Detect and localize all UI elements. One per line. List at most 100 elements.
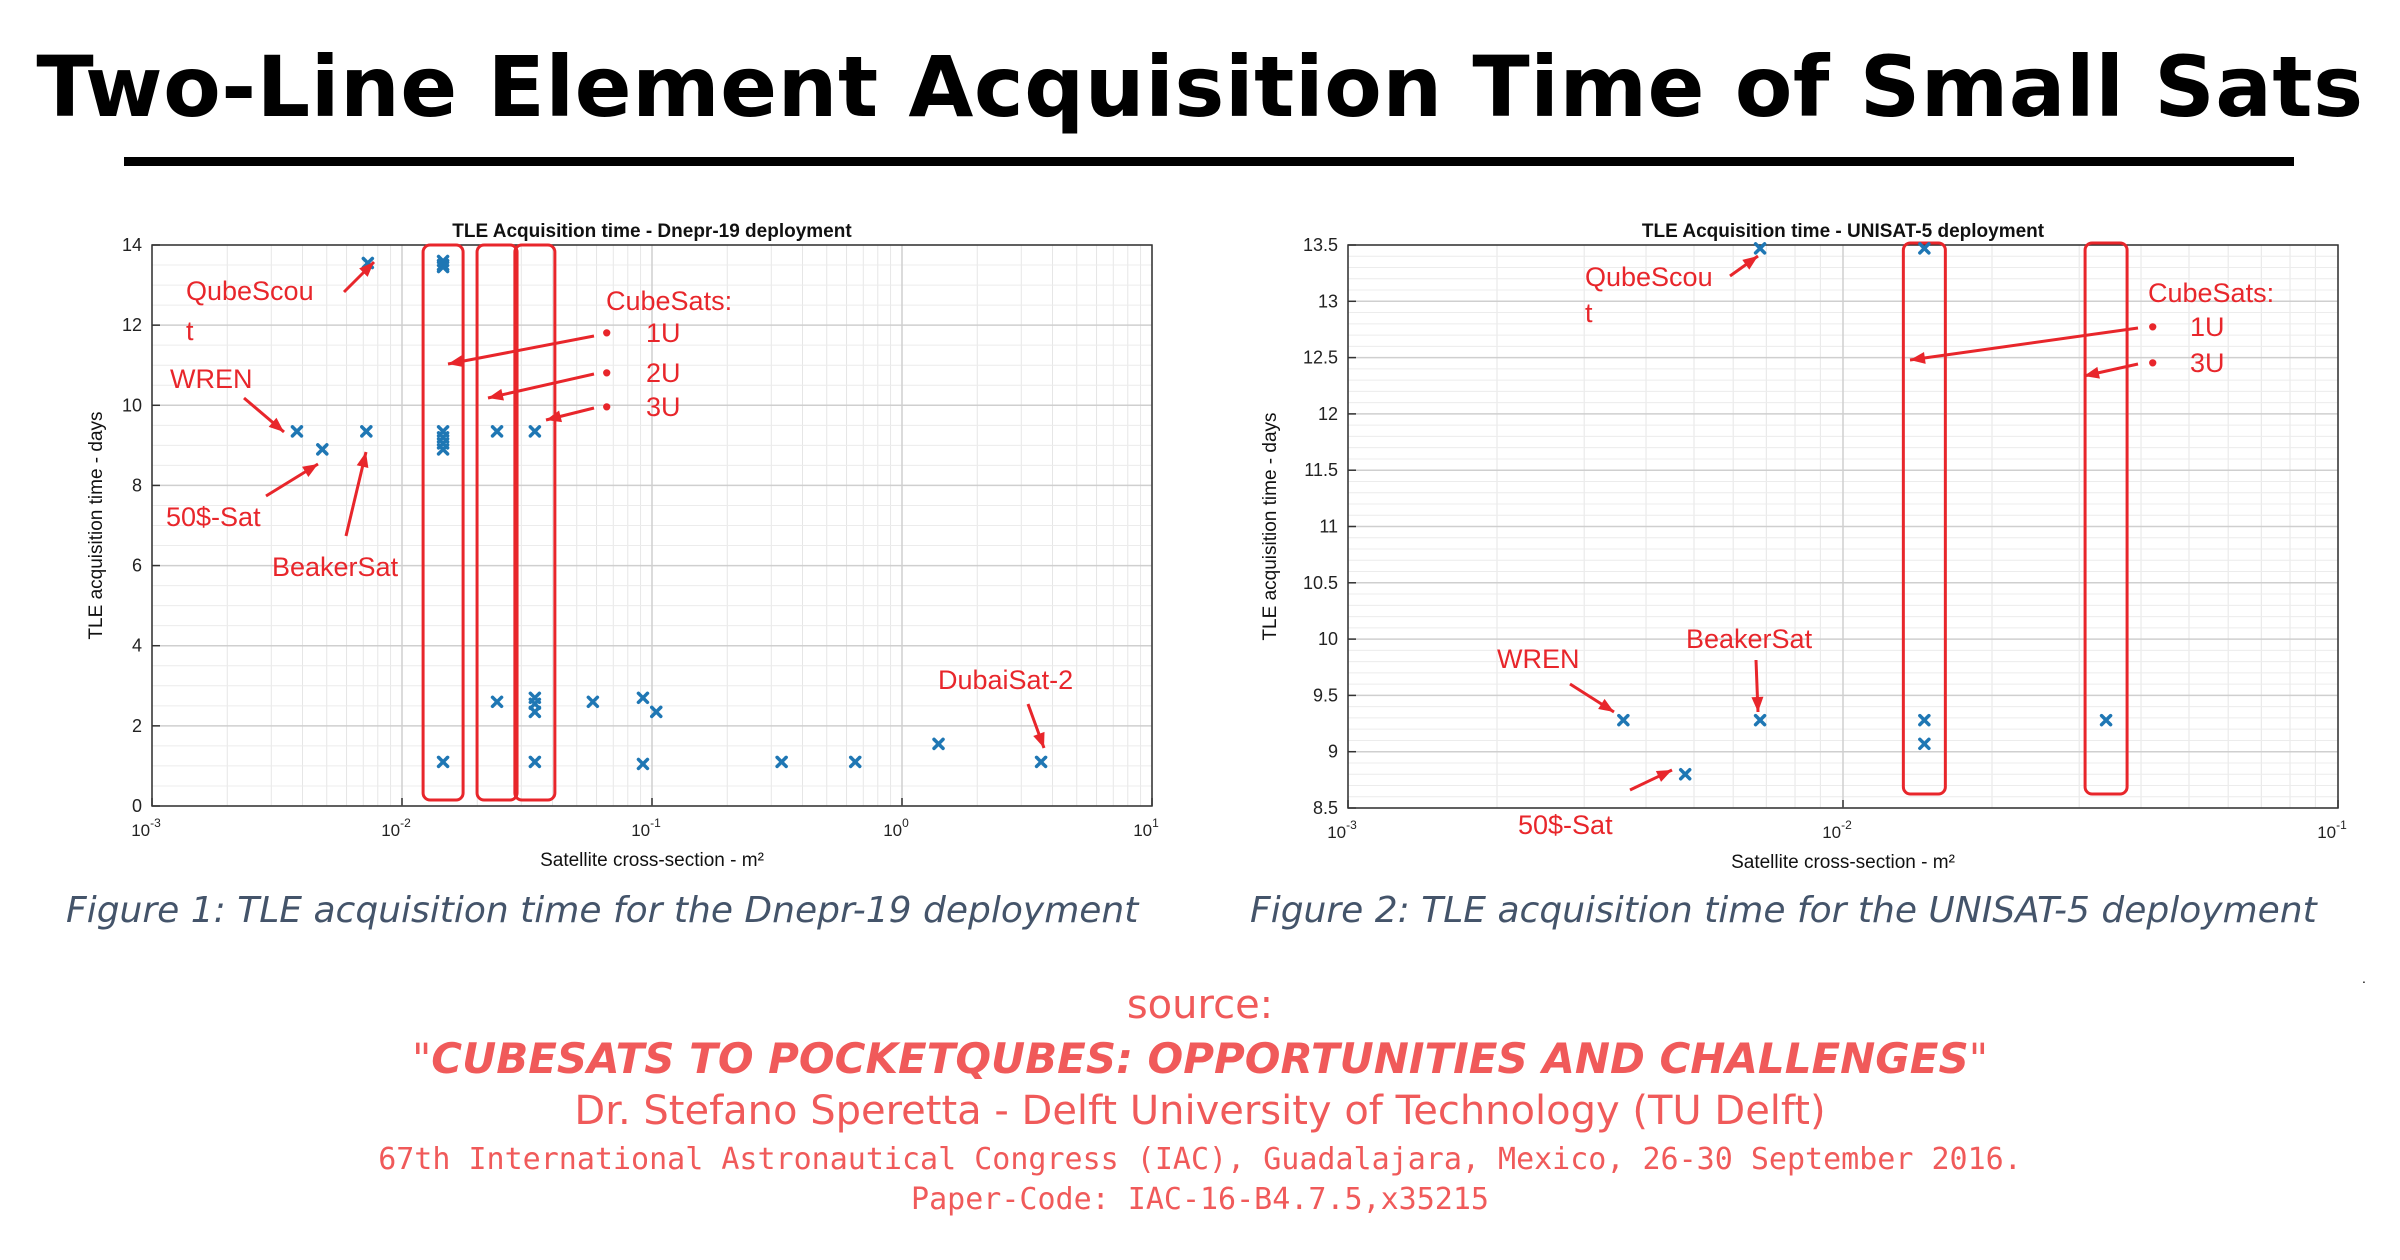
x-tick-label-base: 10 [2317,823,2336,842]
annotation-arrow-head [546,410,563,423]
annotation-arrow-head [1655,770,1672,782]
annotation-arrow-head [1742,256,1758,270]
annotation-arrow-head [302,464,318,477]
data-point [2099,713,2113,727]
annotation-label: 1U [2190,312,2225,342]
annotation-label: 50$-Sat [1518,810,1613,840]
y-tick-label: 14 [122,235,142,255]
data-point [636,691,650,705]
y-tick-label: 8 [132,475,142,495]
annotation-label: WREN [1497,644,1580,674]
figure-2-caption: Figure 2: TLE acquisition time for the U… [1250,890,2317,931]
x-tick-label-exponent: 0 [902,816,909,830]
annotation-label: t [186,316,194,346]
data-point-stroke [1753,713,1767,727]
annotation-label: QubeScou [1585,262,1713,292]
annotation-label: WREN [170,364,253,394]
data-point [1753,713,1767,727]
data-point-stroke [1753,242,1767,255]
y-tick-label: 0 [132,796,142,816]
x-tick-label-base: 10 [131,821,150,840]
stray-mark: . [2362,970,2366,986]
y-tick-label: 12 [1318,404,1338,424]
annotation-arrow-head [448,355,464,368]
cubesat-highlight-box [421,243,465,802]
data-point [586,695,600,709]
y-tick-label: 10 [122,395,142,415]
x-tick-label: 10-1 [2317,818,2347,842]
annotation-label: CubeSats: [2148,278,2274,308]
y-tick-label: 10.5 [1303,573,1338,593]
data-point-stroke [528,705,542,719]
data-point-stroke [848,755,862,769]
data-point-stroke [636,691,650,705]
annotation-label: 3U [2190,348,2225,378]
cubesat-highlight-box [2083,241,2129,796]
annotation-arrow [1909,326,2139,362]
data-point-stroke [490,695,504,709]
annotation-arrow-head [1751,696,1764,712]
data-point-stroke [636,757,650,771]
source-venue: 67th International Astronautical Congres… [378,1142,2022,1177]
x-tick-label-exponent: -2 [1841,818,1852,832]
data-point-stroke [1034,755,1048,769]
y-tick-label: 11 [1319,517,1338,537]
data-point [1617,713,1630,727]
annotation-label: DubaiSat-2 [938,665,1073,695]
data-point [636,757,650,771]
y-tick-label: 10 [1318,629,1338,649]
data-point-stroke [436,260,450,274]
annotation-arrow-head [1910,351,1926,364]
y-tick-label: 13 [1318,291,1338,311]
x-axis-label: Satellite cross-section - m² [540,850,764,871]
x-tick-label: 100 [883,816,909,840]
data-point-stroke [316,443,329,456]
annotation-arrow [487,372,595,400]
data-point [528,705,542,719]
data-point [436,260,450,274]
data-point [316,443,329,456]
x-tick-label-base: 10 [883,821,902,840]
data-point [1918,737,1931,751]
data-point-stroke [1617,713,1630,727]
data-point-stroke [586,695,600,709]
annotation-arrow-head [1033,731,1045,748]
annotation-label: QubeScou [186,276,314,306]
chart-unisat-5: 10-3 10-2 10-18.599.51010.51111.51212.5131… [1260,221,2347,873]
annotation-arrow-head [359,262,374,277]
annotation-label: CubeSats: [606,286,732,316]
x-tick-label: 101 [1133,816,1159,840]
data-point-stroke [650,705,663,719]
slide-title: Two-Line Element Acquisition Time of Sma… [36,38,2364,136]
x-tick-label-exponent: -2 [400,816,411,830]
data-point-stroke [528,755,542,769]
source-label: source: [1126,982,1274,1028]
annotation-arrow-head [268,417,284,432]
x-axis-label: Satellite cross-section - m² [1731,852,1955,873]
y-tick-label: 2 [132,716,142,736]
y-tick-label: 9.5 [1313,685,1338,705]
data-point [528,425,542,438]
annotation-arrow [447,334,595,366]
data-point [360,425,373,438]
data-point [650,705,663,719]
data-point [490,425,504,438]
x-tick-label-exponent: 1 [1152,816,1159,830]
data-point-stroke [360,425,373,438]
data-point [848,755,862,769]
data-point [436,443,450,456]
source-title-line: "CUBESATS TO POCKETQUBES: OPPORTUNITIES … [0,1034,2400,1083]
x-tick-label-base: 10 [1133,821,1152,840]
data-point-stroke [490,425,504,438]
x-tick-label-base: 10 [381,821,400,840]
y-tick-label: 13.5 [1303,235,1338,255]
annotation-label: • [2148,312,2157,342]
annotation-arrow-head [356,452,369,468]
data-point [528,755,542,769]
annotation-label: BeakerSat [1686,624,1813,654]
annotation-label: • [602,358,611,388]
data-point [775,755,788,769]
data-point-stroke [436,443,450,456]
x-tick-label-exponent: -1 [650,816,661,830]
